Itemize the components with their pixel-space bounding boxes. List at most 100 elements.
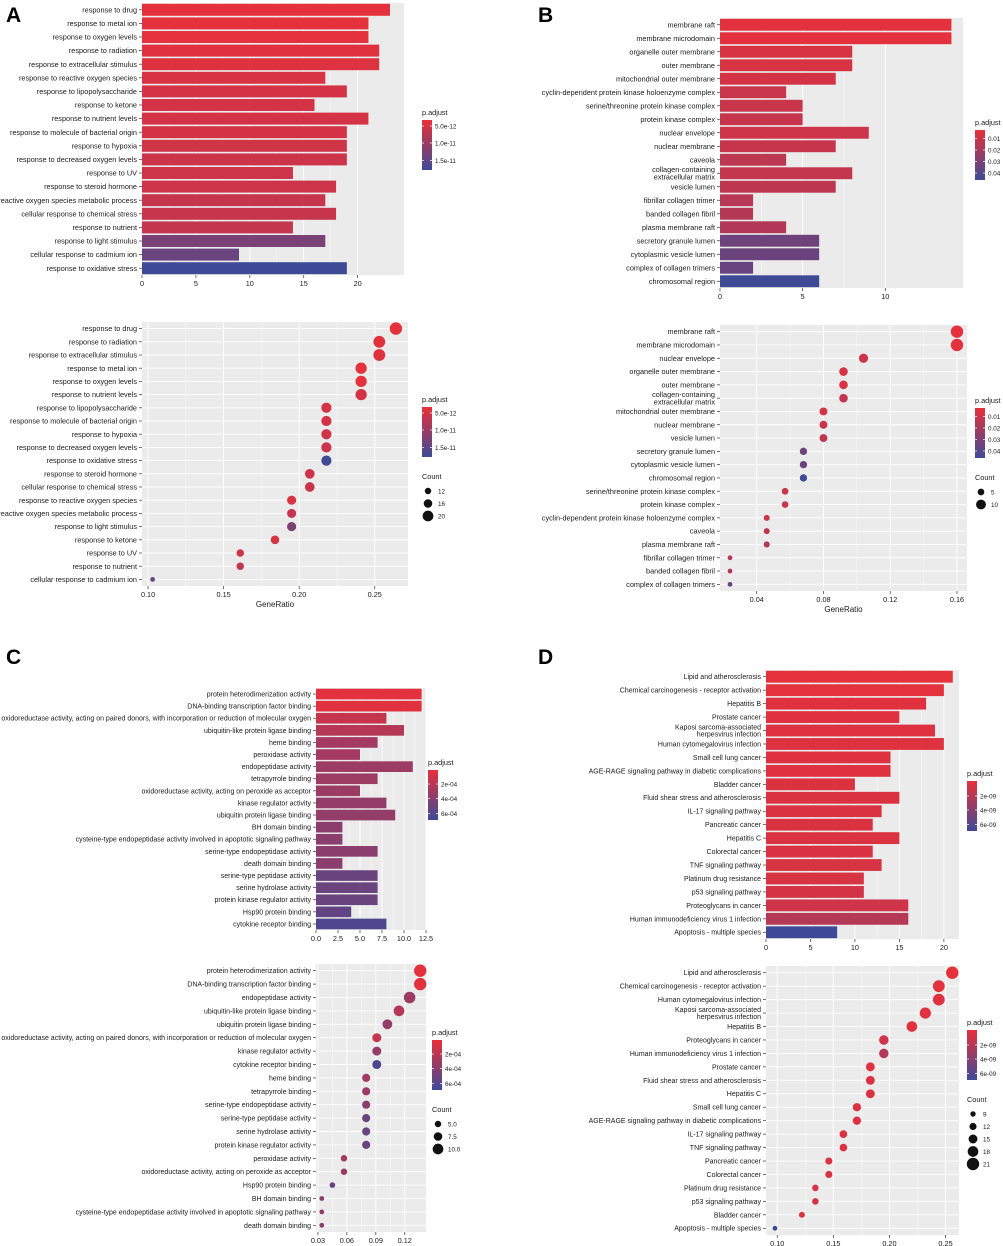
legend-label: 0.01 <box>988 414 1001 421</box>
count-legend-dot <box>968 1134 978 1144</box>
y-tick-label: cytokine receptor binding <box>233 921 311 928</box>
bar <box>766 711 900 723</box>
bar <box>316 906 352 918</box>
bar <box>316 725 404 736</box>
chart-c-bar: protein heterodimerization activity DNA-b… <box>1 688 458 943</box>
y-tick-label: Lipid and atherosclerosis <box>684 970 762 977</box>
point <box>362 1087 371 1096</box>
y-tick-label: heme binding <box>269 1075 311 1082</box>
y-tick-label: response to oxygen levels <box>53 377 138 386</box>
y-tick-label: oxidoreductase activity, acting on paire… <box>1 1035 311 1042</box>
y-tick-label: serine hydrolase activity <box>236 885 311 892</box>
y-tick-label: Kaposi sarcoma-associated herpesvirus inf… <box>675 724 761 738</box>
bar <box>316 688 422 700</box>
y-tick-label: fibrillar collagen trimer <box>644 196 716 205</box>
bar <box>316 785 360 797</box>
point <box>362 1127 371 1136</box>
y-tick-label: kinase regulator activity <box>238 800 312 807</box>
bar <box>766 751 891 764</box>
y-tick-label: caveola <box>690 527 716 536</box>
legend-colorbar <box>975 408 985 458</box>
count-legend-label: 7.5 <box>448 1134 457 1141</box>
point <box>865 1089 875 1099</box>
point <box>150 577 155 582</box>
y-tick-label: response to molecule of bacterial origin <box>10 417 137 426</box>
point <box>799 474 808 482</box>
bar <box>720 207 754 220</box>
y-tick-label: AGE-RAGE signaling pathway in diabetic c… <box>589 1118 762 1125</box>
bar <box>720 180 836 193</box>
bar <box>316 797 387 809</box>
legend-label: 2e-09 <box>980 793 997 800</box>
count-legend-dot <box>976 499 986 510</box>
count-legend-label: 15 <box>983 1136 991 1143</box>
bar <box>720 126 869 139</box>
bar <box>142 112 369 125</box>
bar <box>766 832 900 845</box>
y-tick-label: response to decreased oxygen levels <box>17 155 138 164</box>
point <box>373 335 386 348</box>
y-tick-label: DNA-binding transcription factor binding <box>187 704 311 711</box>
y-tick-label: organelle outer membrane <box>629 367 715 376</box>
point <box>319 1196 325 1201</box>
bar <box>316 749 360 760</box>
y-tick-label: death domain binding <box>244 1223 311 1230</box>
legend-colorbar <box>428 770 438 820</box>
point <box>946 966 959 979</box>
point <box>403 991 416 1004</box>
bar <box>142 167 293 179</box>
legend-label: 5.0e-12 <box>435 123 457 130</box>
point <box>932 980 945 993</box>
x-tick-label: 5 <box>194 279 198 288</box>
bar <box>142 31 369 43</box>
legend-title: p.adjust <box>432 1028 458 1037</box>
y-tick-label: Apoptosis - multiple species <box>674 930 761 937</box>
bar <box>142 153 347 166</box>
point <box>236 549 244 557</box>
y-tick-label: DNA-binding transcription factor binding <box>187 982 311 989</box>
point <box>321 455 332 466</box>
point <box>781 501 789 508</box>
count-legend-label: 10.0 <box>448 1146 461 1153</box>
y-tick-label: response to UV <box>87 549 137 558</box>
y-tick-label: reactive oxygen species metabolic proces… <box>0 509 137 518</box>
y-tick-label: cellular response to chemical stress <box>21 483 137 492</box>
y-tick-label: Proteoglycans in cancer <box>686 1037 761 1044</box>
count-legend-label: 9 <box>983 1111 987 1118</box>
y-tick-label: nuclear envelope <box>659 354 715 363</box>
x-tick-label: 10 <box>851 943 859 952</box>
bar <box>316 821 343 833</box>
point <box>819 407 828 416</box>
y-tick-label: response to drug <box>82 5 137 14</box>
point <box>812 1184 819 1192</box>
panel-label-a: A <box>6 4 21 27</box>
y-tick-label: secretory granule lumen <box>637 447 715 456</box>
x-tick-label: 0.10 <box>770 1239 784 1246</box>
legend-label: 4e-04 <box>445 1066 462 1073</box>
y-tick-label: Small cell lung cancer <box>693 755 762 762</box>
y-tick-label: protein kinase regulator activity <box>215 1142 312 1149</box>
bar <box>720 248 820 261</box>
point <box>340 1168 348 1175</box>
y-tick-label: Hsp90 protein binding <box>243 909 311 916</box>
legend-label: 4e-04 <box>441 796 458 803</box>
point <box>865 1075 875 1085</box>
x-tick-label: 0.15 <box>826 1239 840 1246</box>
legend-colorbar <box>975 130 985 180</box>
bar <box>720 59 853 72</box>
y-tick-label: response to ketone <box>75 535 137 544</box>
legend-label: 0.03 <box>988 437 1001 444</box>
point <box>825 1170 833 1179</box>
y-tick-label: banded collagen fibril <box>646 567 715 576</box>
y-tick-label: Fluid shear stress and atherosclerosis <box>643 1078 761 1085</box>
y-tick-label: cytoplasmic vesicle lumen <box>631 460 715 469</box>
bar <box>766 724 935 737</box>
y-tick-label: response to nutrient <box>73 223 138 232</box>
count-legend-label: 5.0 <box>448 1121 457 1128</box>
point <box>879 1048 889 1059</box>
count-legend-dot <box>434 1120 442 1128</box>
x-axis-label: GeneRatio <box>824 605 863 614</box>
bar <box>766 764 891 777</box>
point <box>879 1035 889 1045</box>
y-tick-label: serine-type peptidase activity <box>221 873 312 880</box>
